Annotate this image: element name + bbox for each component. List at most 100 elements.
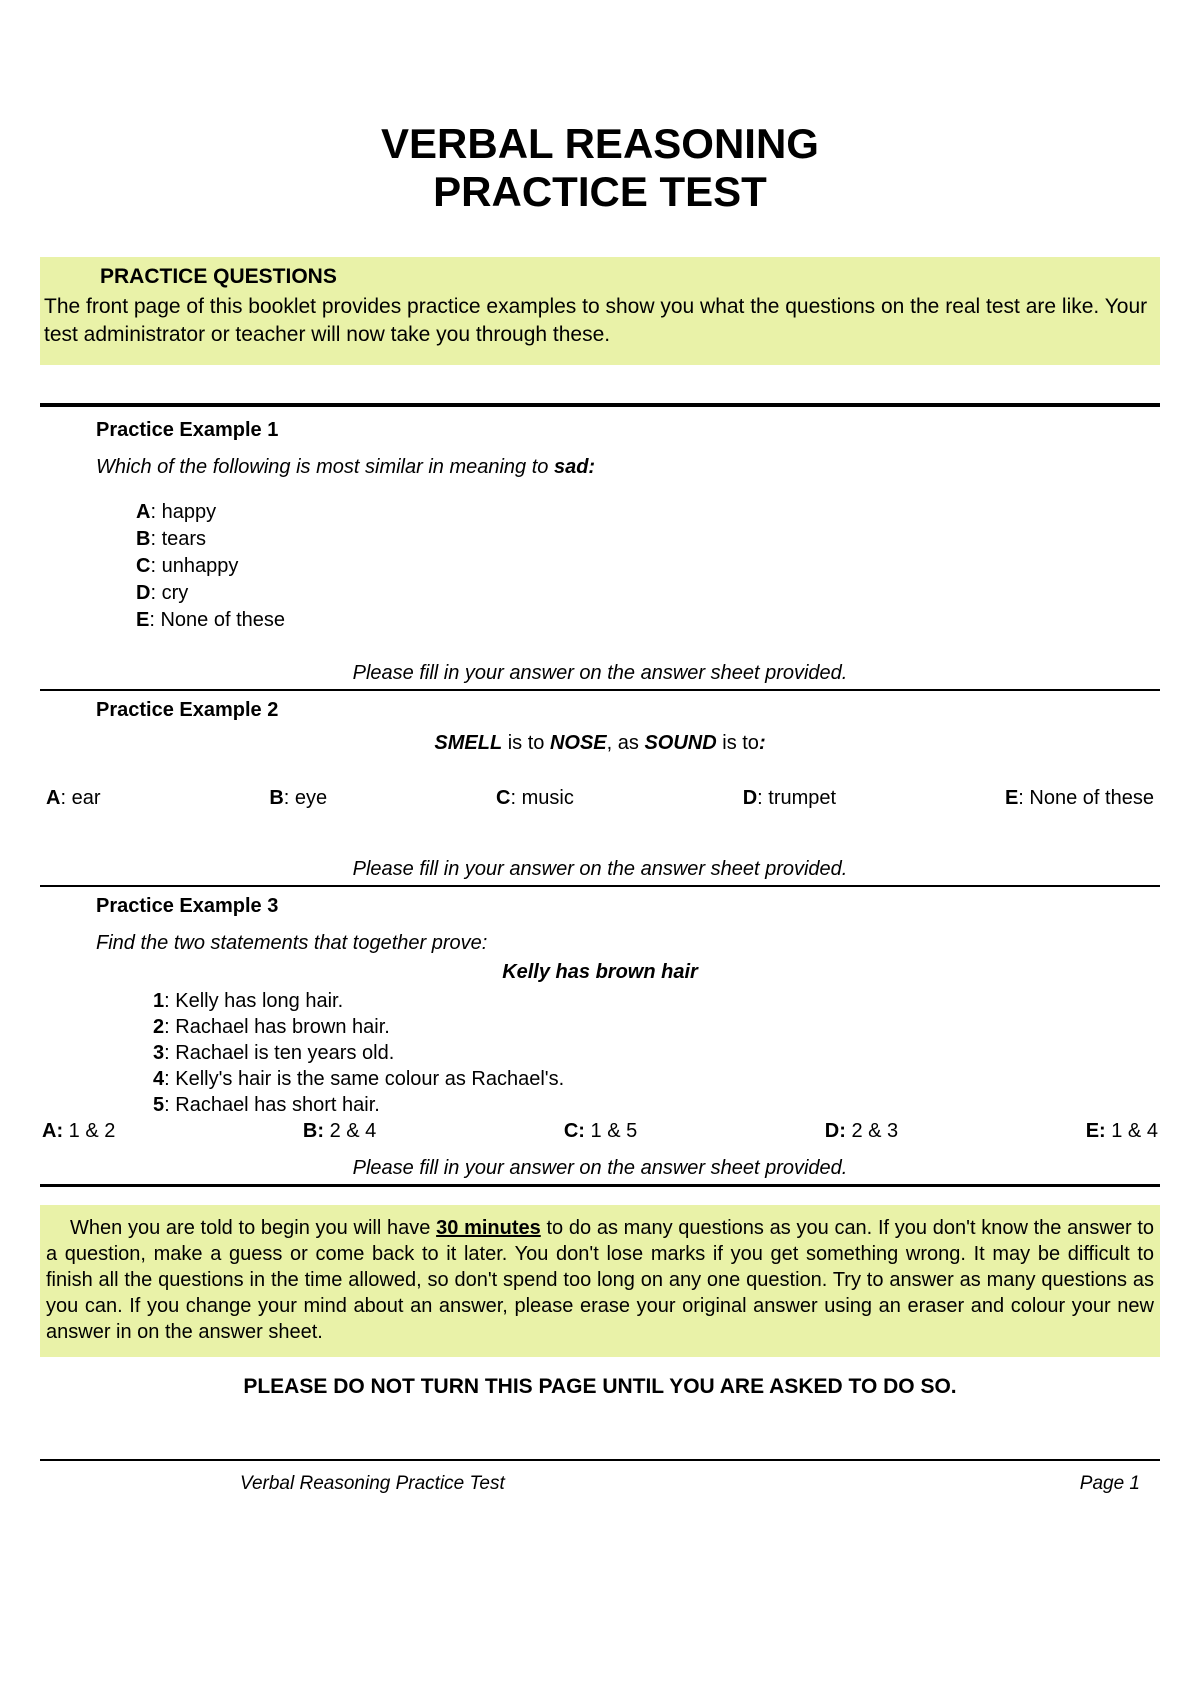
example-3-conclusion: Kelly has brown hair [40,961,1160,984]
statement: 2: Rachael has brown hair. [153,1014,1160,1040]
practice-questions-heading: PRACTICE QUESTIONS [44,265,1156,289]
option-text: 1 & 2 [69,1120,116,1142]
option-text: tears [162,528,206,550]
option-text: trumpet [768,787,836,809]
time-limit: 30 minutes [436,1217,541,1239]
statement: 4: Kelly's hair is the same colour as Ra… [153,1066,1160,1092]
statement: 5: Rachael has short hair. [153,1092,1160,1118]
option-text: None of these [160,609,285,631]
option-text: 1 & 5 [591,1120,638,1142]
option-label: C: [564,1120,585,1142]
option-label: E [136,609,149,631]
question-keyword: sad: [554,456,595,478]
option-label: D: [825,1120,846,1142]
option: A: ear [46,787,100,810]
statement-text: Rachael is ten years old. [175,1042,394,1064]
option: E: None of these [136,607,1160,634]
example-2-options: A: ear B: eye C: music D: trumpet E: Non… [40,787,1160,810]
footer-rule [40,1459,1160,1461]
intro-text: The front page of this booklet provides … [44,293,1156,350]
answer-instruction: Please fill in your answer on the answer… [40,662,1160,685]
statement-label: 1 [153,990,164,1012]
final-instruction: PLEASE DO NOT TURN THIS PAGE UNTIL YOU A… [40,1375,1160,1399]
option-label: A: [42,1120,63,1142]
option: B: eye [269,787,327,810]
option: A: 1 & 2 [42,1120,115,1143]
example-3-title: Practice Example 3 [40,895,1160,918]
page-title: VERBAL REASONING PRACTICE TEST [40,120,1160,217]
divider-rule [40,885,1160,887]
option-text: happy [162,501,217,523]
option-label: A [136,501,150,523]
option: D: trumpet [743,787,836,810]
page-number: Page 1 [1080,1473,1140,1495]
instructions-prefix: When you are told to begin you will have [70,1217,436,1239]
option-text: None of these [1029,787,1154,809]
option-label: A [46,787,60,809]
statement-label: 5 [153,1094,164,1116]
answer-instruction: Please fill in your answer on the answer… [40,858,1160,881]
option-label: E: [1086,1120,1106,1142]
divider-rule [40,689,1160,691]
option-label: B: [303,1120,324,1142]
option: E: 1 & 4 [1086,1120,1158,1143]
analogy-mid: , as [607,732,645,754]
option-text: eye [295,787,327,809]
analogy-word: NOSE [550,732,607,754]
statement-label: 4 [153,1068,164,1090]
example-3-statements: 1: Kelly has long hair. 2: Rachael has b… [40,988,1160,1118]
option-label: D [136,582,150,604]
option: C: 1 & 5 [564,1120,637,1143]
statement-text: Kelly's hair is the same colour as Racha… [175,1068,564,1090]
footer-title: Verbal Reasoning Practice Test [40,1473,505,1495]
divider-rule [40,403,1160,407]
analogy-word: SMELL [434,732,502,754]
statement-text: Rachael has brown hair. [175,1016,390,1038]
answer-instruction: Please fill in your answer on the answer… [40,1157,1160,1180]
option-label: E [1005,787,1018,809]
option-label: B [136,528,150,550]
option-text: 2 & 4 [330,1120,377,1142]
analogy-mid: is to [502,732,550,754]
example-2-title: Practice Example 2 [40,699,1160,722]
practice-questions-box: PRACTICE QUESTIONS The front page of thi… [40,257,1160,366]
statement-label: 2 [153,1016,164,1038]
option-text: music [522,787,574,809]
option: A: happy [136,499,1160,526]
example-3-question: Find the two statements that together pr… [40,932,1160,955]
instructions-box: When you are told to begin you will have… [40,1205,1160,1357]
option-text: 1 & 4 [1111,1120,1158,1142]
option: E: None of these [1005,787,1154,810]
title-line-1: VERBAL REASONING [381,120,819,167]
analogy-colon: : [759,732,766,754]
option-text: unhappy [162,555,239,577]
question-prefix: Which of the following is most similar i… [96,456,554,478]
title-line-2: PRACTICE TEST [433,168,767,215]
statement-label: 3 [153,1042,164,1064]
option-label: B [269,787,283,809]
example-2-analogy: SMELL is to NOSE, as SOUND is to: [40,732,1160,755]
divider-rule [40,1184,1160,1187]
option: D: cry [136,580,1160,607]
option-text: ear [72,787,101,809]
option: C: music [496,787,574,810]
option-text: 2 & 3 [851,1120,898,1142]
option-text: cry [162,582,189,604]
example-3-options: A: 1 & 2 B: 2 & 4 C: 1 & 5 D: 2 & 3 E: 1… [40,1120,1160,1143]
statement: 1: Kelly has long hair. [153,988,1160,1014]
option: D: 2 & 3 [825,1120,898,1143]
option: B: tears [136,526,1160,553]
page-footer: Verbal Reasoning Practice Test Page 1 [40,1467,1160,1495]
example-1-options: A: happy B: tears C: unhappy D: cry E: N… [40,499,1160,634]
option: B: 2 & 4 [303,1120,376,1143]
statement: 3: Rachael is ten years old. [153,1040,1160,1066]
statement-text: Kelly has long hair. [175,990,343,1012]
option: C: unhappy [136,553,1160,580]
example-1-title: Practice Example 1 [40,419,1160,442]
analogy-word: SOUND [644,732,716,754]
option-label: D [743,787,757,809]
option-label: C [496,787,510,809]
example-1-question: Which of the following is most similar i… [40,456,1160,479]
analogy-mid: is to [717,732,759,754]
statement-text: Rachael has short hair. [175,1094,380,1116]
